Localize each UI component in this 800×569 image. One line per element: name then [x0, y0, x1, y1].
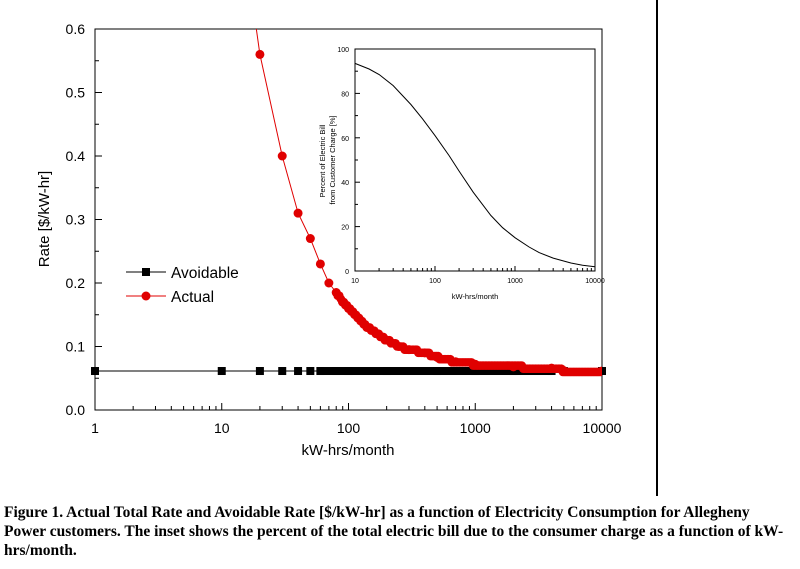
data-point-actual — [404, 345, 414, 355]
main-x-tick-label: 1 — [91, 420, 99, 436]
inset-y-tick-label: 60 — [341, 136, 349, 143]
main-y-tick-label: 0.5 — [66, 85, 86, 101]
legend-label-avoidable: Avoidable — [171, 265, 239, 282]
data-point-actual — [547, 363, 557, 373]
data-point-avoidable — [294, 367, 303, 376]
series-line-actual-top — [255, 29, 261, 55]
data-point-actual — [432, 352, 442, 362]
main-y-tick-label: 0.0 — [66, 402, 86, 418]
inset-plot-area — [354, 48, 596, 272]
main-x-tick-label: 100 — [337, 420, 361, 436]
main-y-tick-label: 0.6 — [66, 21, 86, 37]
inset-y-tick-label: 100 — [337, 47, 349, 54]
inset-x-tick-label: 1000 — [507, 278, 523, 285]
inset-y-axis-label: Percent of Electric Bill from Customer C… — [318, 115, 337, 204]
inset-x-tick-label: 100 — [429, 278, 441, 285]
data-point-avoidable — [471, 367, 480, 376]
page-divider-line — [656, 0, 658, 496]
data-point-avoidable — [316, 367, 325, 376]
data-point-actual — [324, 278, 334, 288]
main-x-axis-label: kW-hrs/month — [301, 442, 394, 459]
legend: Avoidable Actual — [126, 265, 239, 306]
inset-y-axis-label-line-1: Percent of Electric Bill — [318, 124, 327, 197]
data-point-avoidable — [332, 367, 341, 376]
inset-y-axis-label-line-2: from Customer Charge [%] — [328, 115, 337, 204]
data-point-avoidable — [382, 367, 391, 376]
data-point-actual — [420, 348, 430, 358]
main-y-tick-label: 0.1 — [66, 339, 86, 355]
legend-marker-actual — [141, 291, 151, 301]
legend-label-actual: Actual — [171, 289, 214, 306]
data-point-actual — [344, 303, 353, 313]
data-point-actual — [470, 359, 480, 369]
data-point-avoidable — [344, 367, 353, 376]
inset-y-tick-label: 40 — [341, 180, 349, 187]
figure-caption: Figure 1. Actual Total Rate and Avoidabl… — [4, 504, 784, 559]
inset-y-tick-label: 0 — [345, 269, 349, 276]
data-point-actual — [362, 322, 372, 332]
data-point-avoidable — [306, 367, 315, 376]
data-point-avoidable — [278, 367, 287, 376]
main-x-tick-label: 1000 — [460, 420, 491, 436]
main-y-tick-label: 0.4 — [66, 148, 86, 164]
data-point-actual — [293, 208, 303, 218]
data-point-actual — [394, 342, 404, 351]
main-x-tick-label: 10000 — [583, 420, 622, 436]
data-point-avoidable — [433, 367, 442, 376]
inset-series-line — [354, 62, 596, 268]
data-point-actual — [338, 297, 348, 307]
main-y-tick-label: 0.2 — [66, 275, 86, 291]
data-point-actual — [305, 234, 315, 244]
main-x-tick-label: 10 — [214, 420, 230, 436]
data-point-avoidable — [255, 367, 264, 376]
inset-x-axis-label: kW-hrs/month — [452, 292, 499, 301]
data-point-actual — [508, 362, 518, 372]
data-point-actual — [451, 357, 461, 367]
data-point-actual — [373, 329, 383, 339]
data-point-actual — [315, 259, 325, 269]
data-point-actual — [255, 49, 265, 59]
data-point-actual — [382, 335, 392, 345]
main-y-axis-label: Rate [$/kW-hr] — [36, 171, 53, 267]
inset-x-tick-label: 10000 — [585, 278, 605, 285]
data-point-actual — [354, 313, 364, 323]
main-y-tick-label: 0.3 — [66, 212, 86, 228]
legend-marker-avoidable — [142, 268, 150, 276]
data-point-actual — [277, 151, 287, 161]
data-point-actual — [331, 288, 341, 298]
inset-x-tick-label: 10 — [351, 278, 359, 285]
inset-y-tick-label: 80 — [341, 91, 349, 98]
data-point-avoidable — [217, 367, 226, 376]
data-point-actual — [559, 366, 569, 376]
inset-y-tick-label: 20 — [341, 225, 349, 232]
data-point-actual — [597, 366, 602, 376]
data-point-avoidable — [91, 367, 99, 376]
